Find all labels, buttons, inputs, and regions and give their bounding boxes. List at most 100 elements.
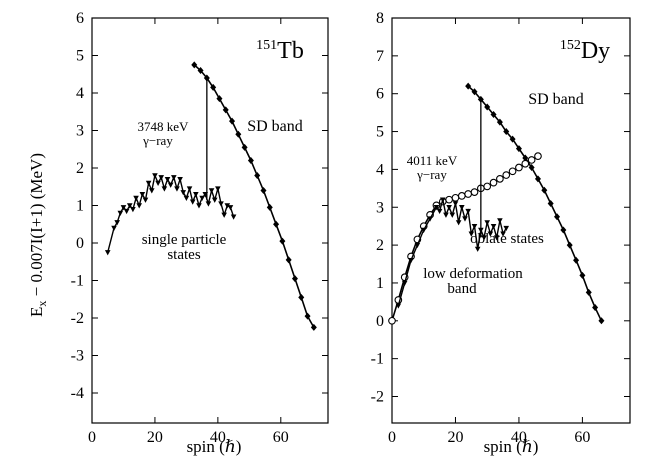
band-label: band	[447, 281, 477, 297]
data-point-oblate-states	[401, 280, 408, 286]
x-tick-label: 20	[147, 429, 163, 446]
x-tick-label: 40	[210, 429, 226, 446]
data-point-sd-band	[503, 128, 510, 136]
data-point-oblate-states	[503, 225, 510, 232]
data-point-low-deformation-band	[489, 178, 498, 187]
data-point-sd-band	[291, 275, 298, 283]
y-tick-label: 7	[376, 48, 384, 65]
y-tick-label: 1	[376, 275, 384, 292]
data-point-oblate-states	[462, 216, 468, 222]
data-point-single-particle-states	[193, 192, 199, 198]
y-tick-label: 5	[376, 124, 384, 141]
y-ticks: -2 -1 0 1 2 3 4 5 6 7 8	[371, 10, 630, 406]
data-point-oblate-states	[436, 208, 443, 215]
y-tick-label: -1	[71, 273, 84, 290]
sd-band-label: SD band	[528, 91, 584, 108]
data-point-single-particle-states	[189, 199, 196, 205]
data-point-sd-band	[554, 213, 561, 221]
plot-frame	[91, 17, 329, 424]
panel-tb151: -4 -3 -2 -1 0 1 2 3 4 5 6 0 20 40 60 151Tb 3748 keV γ…	[71, 10, 329, 456]
data-point-sd-band	[298, 293, 305, 301]
data-point-oblate-states	[500, 231, 506, 237]
data-point-oblate-states	[497, 218, 503, 224]
data-point-sd-band	[210, 83, 217, 91]
data-point-single-particle-states	[161, 186, 168, 192]
data-point-low-deformation-band	[388, 316, 396, 325]
data-point-sd-band	[522, 154, 529, 162]
data-point-sd-band	[585, 288, 592, 296]
data-point-single-particle-states	[114, 220, 120, 226]
data-point-low-deformation-band	[483, 182, 492, 191]
data-point-sd-band	[285, 256, 292, 264]
data-point-single-particle-states	[104, 250, 111, 256]
data-point-sd-band	[310, 323, 317, 331]
data-point-oblate-states	[471, 223, 478, 230]
y-tick-label: 2	[376, 237, 384, 254]
data-point-sd-band	[509, 135, 516, 143]
y-tick-label: -2	[371, 389, 384, 406]
data-point-single-particle-states	[180, 190, 187, 196]
data-point-oblate-states	[427, 216, 433, 222]
data-point-single-particle-states	[123, 208, 130, 215]
y-tick-label: 5	[76, 48, 84, 65]
y-tick-label: 2	[76, 160, 84, 177]
data-point-oblate-states	[395, 303, 402, 309]
y-tick-label: 1	[76, 198, 84, 215]
data-point-single-particle-states	[148, 188, 155, 194]
data-point-sd-band	[534, 175, 541, 183]
data-point-low-deformation-band	[527, 156, 536, 164]
data-point-single-particle-states	[167, 182, 174, 188]
data-point-oblate-states	[408, 258, 414, 264]
y-axis-label: Ex − 0.007I(I+1) (MeV)	[27, 153, 49, 317]
data-point-single-particle-states	[221, 212, 227, 218]
x-tick-label: 0	[88, 429, 96, 446]
data-point-single-particle-states	[208, 188, 215, 194]
data-point-sd-band	[279, 237, 286, 245]
data-point-low-deformation-band	[508, 167, 517, 176]
data-point-single-particle-states	[171, 175, 177, 181]
y-tick-label: 8	[376, 10, 384, 27]
data-point-sd-band	[579, 271, 586, 279]
y-tick-label: 0	[376, 313, 384, 330]
data-point-single-particle-states	[186, 186, 193, 192]
x-tick-label: 60	[574, 429, 590, 446]
nucleus-label: 151Tb	[256, 38, 304, 64]
data-point-single-particle-states	[111, 225, 117, 231]
y-tick-label: 6	[376, 86, 384, 103]
single-particle-label: single particle	[142, 232, 227, 248]
x-tick-label: 20	[447, 429, 463, 446]
y-tick-label: -2	[71, 310, 84, 327]
nucleus-label: 152Dy	[560, 38, 610, 64]
data-point-sd-band	[203, 74, 210, 82]
data-point-low-deformation-band	[457, 192, 466, 200]
x-ticks: 0 20 40 60	[88, 18, 289, 446]
data-point-single-particle-states	[136, 203, 142, 209]
data-point-oblate-states	[465, 208, 471, 215]
data-point-sd-band	[222, 106, 229, 114]
data-point-single-particle-states	[196, 203, 202, 209]
y-tick-label: 6	[76, 10, 84, 27]
gamma-energy-label: 3748 keV	[138, 119, 190, 134]
gamma-ray-label: γ−ray	[416, 167, 447, 182]
y-tick-label: 4	[76, 85, 84, 102]
data-point-single-particle-states	[133, 195, 139, 201]
data-point-sd-band	[260, 187, 267, 194]
data-point-low-deformation-band	[534, 152, 542, 161]
data-point-sd-band	[216, 95, 223, 103]
data-point-single-particle-states	[126, 203, 133, 209]
data-point-oblate-states	[459, 205, 465, 211]
data-point-sd-band	[484, 103, 491, 111]
data-point-oblate-states	[446, 205, 452, 211]
data-point-oblate-states	[452, 201, 459, 207]
data-point-oblate-states	[493, 235, 500, 241]
data-point-oblate-states	[484, 220, 490, 226]
x-tick-label: 40	[511, 429, 527, 446]
states-label: states	[167, 247, 200, 263]
data-point-single-particle-states	[152, 173, 158, 179]
data-point-sd-band	[254, 172, 261, 179]
x-tick-label: 60	[273, 429, 289, 446]
data-point-sd-band	[560, 226, 567, 234]
y-ticks: -4 -3 -2 -1 0 1 2 3 4 5 6	[71, 10, 328, 402]
data-point-single-particle-states	[199, 195, 205, 201]
data-point-low-deformation-band	[451, 193, 460, 202]
